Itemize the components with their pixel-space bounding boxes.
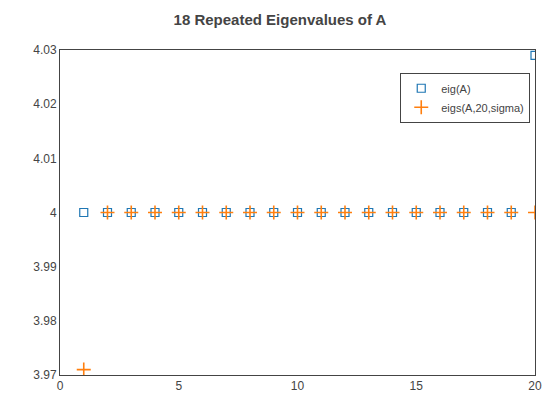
svg-text:18 Repeated Eigenvalues of A: 18 Repeated Eigenvalues of A bbox=[174, 11, 387, 28]
svg-text:10: 10 bbox=[291, 379, 305, 393]
svg-text:20: 20 bbox=[528, 379, 542, 393]
svg-text:4.02: 4.02 bbox=[33, 97, 57, 111]
svg-text:3.97: 3.97 bbox=[33, 368, 57, 382]
svg-text:4.03: 4.03 bbox=[33, 43, 57, 57]
svg-text:15: 15 bbox=[410, 379, 424, 393]
svg-text:3.98: 3.98 bbox=[33, 314, 57, 328]
svg-text:3.99: 3.99 bbox=[33, 260, 57, 274]
svg-text:eig(A): eig(A) bbox=[441, 83, 470, 95]
svg-text:0: 0 bbox=[57, 379, 64, 393]
svg-text:eigs(A,20,sigma): eigs(A,20,sigma) bbox=[441, 102, 524, 114]
svg-text:4.01: 4.01 bbox=[33, 152, 57, 166]
svg-text:4: 4 bbox=[50, 206, 57, 220]
svg-text:5: 5 bbox=[175, 379, 182, 393]
